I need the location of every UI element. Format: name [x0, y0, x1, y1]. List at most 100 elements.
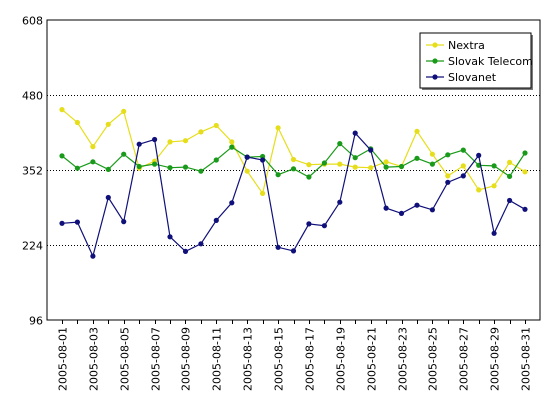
data-point [59, 153, 65, 159]
y-tick-label: 480 [22, 90, 43, 103]
legend-swatch-point [432, 74, 438, 80]
data-point [182, 164, 189, 170]
data-point [229, 144, 235, 150]
data-point [460, 163, 466, 169]
data-point [522, 169, 528, 175]
data-point [213, 122, 219, 129]
data-point [105, 166, 111, 172]
data-point [152, 161, 158, 167]
legend-swatch-point [432, 42, 438, 48]
data-point [414, 155, 420, 161]
legend-label: Nextra [448, 39, 485, 52]
x-tick-label: 2005-08-15 [273, 327, 286, 391]
x-tick-label: 2005-08-23 [397, 327, 410, 391]
data-point [167, 234, 173, 240]
data-point [398, 210, 405, 216]
data-point [352, 155, 358, 161]
data-point [290, 248, 297, 254]
data-point [414, 202, 420, 208]
data-point [136, 141, 142, 147]
data-point [167, 139, 173, 145]
data-point [59, 220, 65, 226]
data-point [198, 241, 204, 247]
data-point [368, 165, 374, 171]
x-tick-label: 2005-08-17 [304, 327, 317, 391]
x-tick-label: 2005-08-09 [180, 327, 193, 391]
data-point [74, 119, 80, 126]
data-point [476, 187, 482, 193]
data-point [121, 151, 127, 157]
data-point [352, 130, 358, 136]
data-point [445, 152, 451, 158]
data-point [306, 174, 312, 180]
data-point [182, 138, 189, 144]
data-point [290, 156, 297, 163]
data-point [275, 172, 281, 178]
data-point [213, 157, 219, 163]
data-point [290, 166, 297, 172]
x-tick-label: 2005-08-11 [211, 327, 224, 391]
data-point [244, 154, 250, 160]
data-point [368, 147, 374, 153]
data-point [445, 179, 451, 185]
data-point [460, 147, 466, 153]
data-point [321, 160, 327, 166]
data-point [229, 139, 235, 145]
data-point [90, 253, 96, 259]
x-tick-label: 2005-08-01 [57, 327, 70, 391]
data-point [337, 141, 343, 147]
data-point [522, 206, 528, 212]
series-slovanet [59, 130, 528, 259]
legend-label: Slovak Telecom [448, 55, 533, 68]
data-point [182, 248, 189, 254]
data-point [352, 164, 358, 170]
data-point [213, 217, 219, 223]
data-point [260, 190, 266, 196]
data-point [275, 244, 281, 250]
data-point [306, 221, 312, 227]
x-tick-label: 2005-08-29 [489, 327, 502, 391]
series-slovak-telecom [59, 141, 528, 180]
series-layer [59, 107, 528, 259]
data-point [105, 121, 111, 127]
axis-layer: 96 224 352 480 608 2005-08-01 2005-08-03 2005-0… [22, 15, 533, 391]
data-point [229, 200, 235, 206]
legend: Nextra Slovak Telecom Slovanet [419, 32, 533, 90]
y-tick-label: 608 [22, 15, 43, 28]
data-point [136, 163, 142, 170]
data-point [260, 157, 266, 163]
data-point [90, 159, 96, 165]
data-point [429, 151, 435, 157]
data-point [121, 108, 127, 114]
data-point [74, 219, 80, 225]
data-point [321, 223, 327, 229]
data-point [121, 219, 127, 225]
data-point [429, 207, 435, 213]
x-tick-label: 2005-08-05 [119, 327, 132, 391]
data-point [74, 165, 80, 171]
x-tick-label: 2005-08-19 [335, 327, 348, 391]
data-point [198, 129, 204, 135]
legend-label: Slovanet [448, 71, 497, 84]
data-point [414, 128, 420, 134]
data-point [445, 173, 451, 179]
data-point [507, 197, 513, 204]
data-point [476, 152, 482, 158]
x-tick-label: 2005-08-21 [366, 327, 379, 391]
data-point [491, 183, 497, 189]
x-tick-label: 2005-08-03 [88, 327, 101, 391]
data-point [198, 168, 204, 174]
y-tick-label: 224 [22, 240, 43, 253]
x-tick-label: 2005-08-13 [242, 327, 255, 391]
data-point [244, 168, 250, 174]
y-tick-label: 352 [22, 165, 43, 178]
data-point [383, 159, 389, 165]
data-point [275, 125, 281, 131]
data-point [398, 163, 405, 170]
data-point [429, 161, 435, 167]
x-tick-label: 2005-08-27 [458, 327, 471, 391]
x-tick-label: 2005-08-25 [427, 327, 440, 391]
data-point [507, 173, 513, 179]
